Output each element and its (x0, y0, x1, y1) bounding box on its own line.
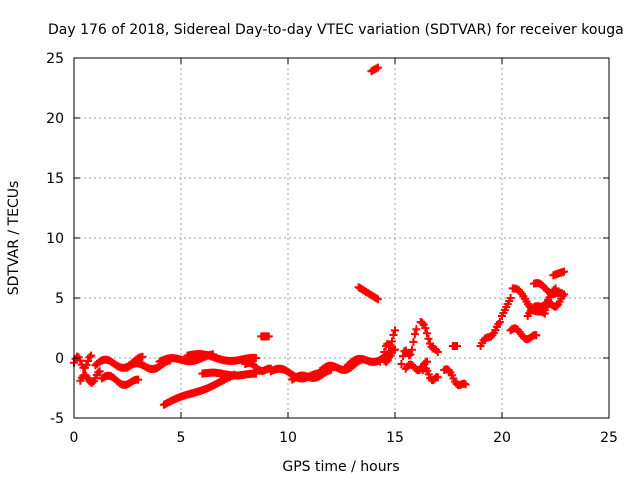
y-tick-label: 20 (46, 111, 64, 127)
data-point (138, 352, 147, 361)
data-point (397, 360, 406, 368)
x-tick-label: 10 (279, 430, 297, 446)
data-point (560, 267, 569, 276)
data-points (70, 63, 569, 409)
y-tick-label: -5 (50, 411, 64, 427)
data-point (424, 334, 433, 343)
y-tick-label: 5 (55, 291, 64, 307)
data-point (382, 357, 391, 366)
data-point (532, 331, 541, 340)
data-point (386, 351, 395, 360)
data-point (406, 350, 415, 359)
data-point (558, 291, 567, 300)
x-tick-label: 15 (386, 430, 404, 446)
data-point (560, 290, 569, 299)
data-point (391, 326, 399, 335)
data-point (251, 354, 260, 362)
x-tick-label: 20 (493, 430, 511, 446)
data-point (407, 345, 416, 354)
data-point (95, 367, 104, 376)
y-tick-label: 0 (55, 351, 64, 367)
data-point (94, 368, 103, 377)
x-tick-label: 5 (177, 430, 186, 446)
data-point (461, 380, 470, 389)
x-tick-label: 25 (600, 430, 618, 446)
x-axis-label: GPS time / hours (282, 459, 399, 475)
data-point (423, 357, 432, 366)
x-tick-label: 0 (70, 430, 79, 446)
y-tick-label: 15 (46, 171, 64, 187)
data-point (264, 332, 273, 341)
y-tick-label: 10 (46, 231, 64, 247)
data-point (389, 331, 398, 340)
data-point (134, 375, 143, 384)
data-point (412, 325, 421, 334)
data-point (421, 324, 430, 333)
data-point (373, 63, 382, 72)
data-point (82, 361, 91, 370)
data-point (387, 337, 396, 346)
data-point (495, 318, 504, 326)
data-point (433, 348, 442, 356)
data-point (453, 342, 462, 350)
data-point (410, 330, 419, 339)
data-point (422, 329, 431, 338)
y-axis-label: SDTVAR / TECUs (6, 181, 22, 296)
data-point (84, 356, 93, 365)
data-point (391, 345, 399, 354)
data-point (380, 348, 389, 356)
data-point (409, 337, 418, 346)
data-point (433, 373, 442, 382)
data-point (87, 351, 96, 360)
grid-lines (74, 58, 609, 418)
data-point (85, 353, 94, 362)
data-point (506, 294, 515, 302)
data-point (88, 378, 97, 387)
data-point (386, 341, 395, 350)
data-point (373, 295, 382, 304)
chart-title: Day 176 of 2018, Sidereal Day-to-day VTE… (48, 22, 624, 38)
data-point (76, 356, 85, 365)
y-tick-label: 25 (46, 51, 64, 67)
axis-ticks: 0 5 10 15 20 25 -5 0 5 10 15 20 25 (46, 51, 618, 446)
